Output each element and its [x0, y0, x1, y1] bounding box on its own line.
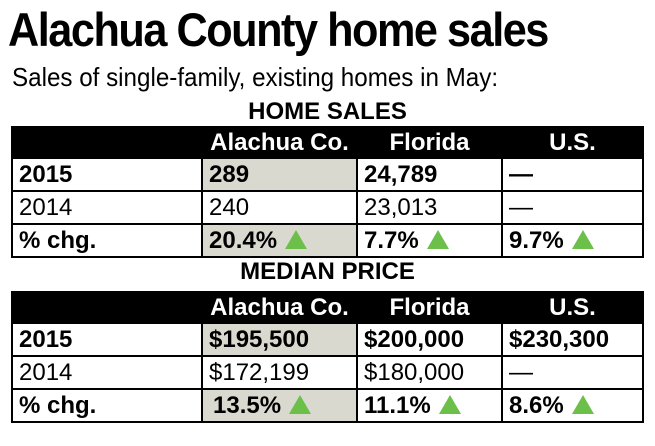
cell-value: — — [501, 190, 644, 225]
cell-value: 13.5% — [213, 392, 282, 419]
home-sales-title: HOME SALES — [248, 98, 407, 125]
row-label: % chg. — [11, 223, 203, 258]
up-arrow-icon — [571, 230, 594, 249]
cell-value: 9.7% — [509, 227, 564, 254]
page-title: Alachua County home sales — [8, 3, 549, 56]
home-sales-table: Alachua Co. Florida U.S. 2015 289 24,789… — [11, 126, 644, 258]
up-arrow-icon — [438, 395, 461, 414]
cell-value: $180,000 — [356, 355, 503, 390]
cell-value: 7.7% — [364, 227, 419, 254]
row-label: 2015 — [11, 157, 203, 192]
pct-change-cell: 13.5% — [201, 388, 358, 423]
cell-value: 289 — [201, 157, 358, 192]
column-header-alachua: Alachua Co. — [201, 291, 358, 324]
column-header-us: U.S. — [501, 291, 644, 324]
cell-value: $200,000 — [356, 322, 503, 357]
up-arrow-icon — [426, 230, 449, 249]
table-header-row: Alachua Co. Florida U.S. — [11, 291, 644, 324]
column-header-florida: Florida — [356, 126, 503, 159]
row-label: 2014 — [11, 355, 203, 390]
column-header-alachua: Alachua Co. — [201, 126, 358, 159]
table-row: % chg. 13.5% 11.1% 8.6% — [11, 388, 644, 423]
median-price-table: Alachua Co. Florida U.S. 2015 $195,500 $… — [11, 291, 644, 423]
median-price-title: MEDIAN PRICE — [240, 258, 415, 285]
up-arrow-icon — [285, 230, 308, 249]
cell-value: 8.6% — [509, 392, 564, 419]
table-row: % chg. 20.4% 7.7% 9.7% — [11, 223, 644, 258]
table-header-row: Alachua Co. Florida U.S. — [11, 126, 644, 159]
cell-value: 24,789 — [356, 157, 503, 192]
cell-value: 240 — [201, 190, 358, 225]
up-arrow-icon — [571, 395, 594, 414]
row-label: % chg. — [11, 388, 203, 423]
pct-change-cell: 7.7% — [356, 223, 503, 258]
row-label: 2015 — [11, 322, 203, 357]
pct-change-cell: 20.4% — [201, 223, 358, 258]
pct-change-cell: 9.7% — [501, 223, 644, 258]
cell-value: 20.4% — [209, 227, 278, 254]
row-label: 2014 — [11, 190, 203, 225]
page-subtitle: Sales of single-family, existing homes i… — [12, 62, 499, 92]
cell-value: $195,500 — [201, 322, 358, 357]
cell-value: — — [501, 355, 644, 390]
table-row: 2015 289 24,789 — — [11, 157, 644, 192]
table-row: 2014 240 23,013 — — [11, 190, 644, 225]
cell-value: $230,300 — [501, 322, 644, 357]
cell-value: 23,013 — [356, 190, 503, 225]
column-header-us: U.S. — [501, 126, 644, 159]
column-header-florida: Florida — [356, 291, 503, 324]
table-row: 2015 $195,500 $200,000 $230,300 — [11, 322, 644, 357]
cell-value: — — [501, 157, 644, 192]
up-arrow-icon — [289, 395, 312, 414]
pct-change-cell: 8.6% — [501, 388, 644, 423]
pct-change-cell: 11.1% — [356, 388, 503, 423]
column-header-blank — [11, 126, 203, 159]
column-header-blank — [11, 291, 203, 324]
cell-value: $172,199 — [201, 355, 358, 390]
cell-value: 11.1% — [364, 392, 431, 419]
table-row: 2014 $172,199 $180,000 — — [11, 355, 644, 390]
